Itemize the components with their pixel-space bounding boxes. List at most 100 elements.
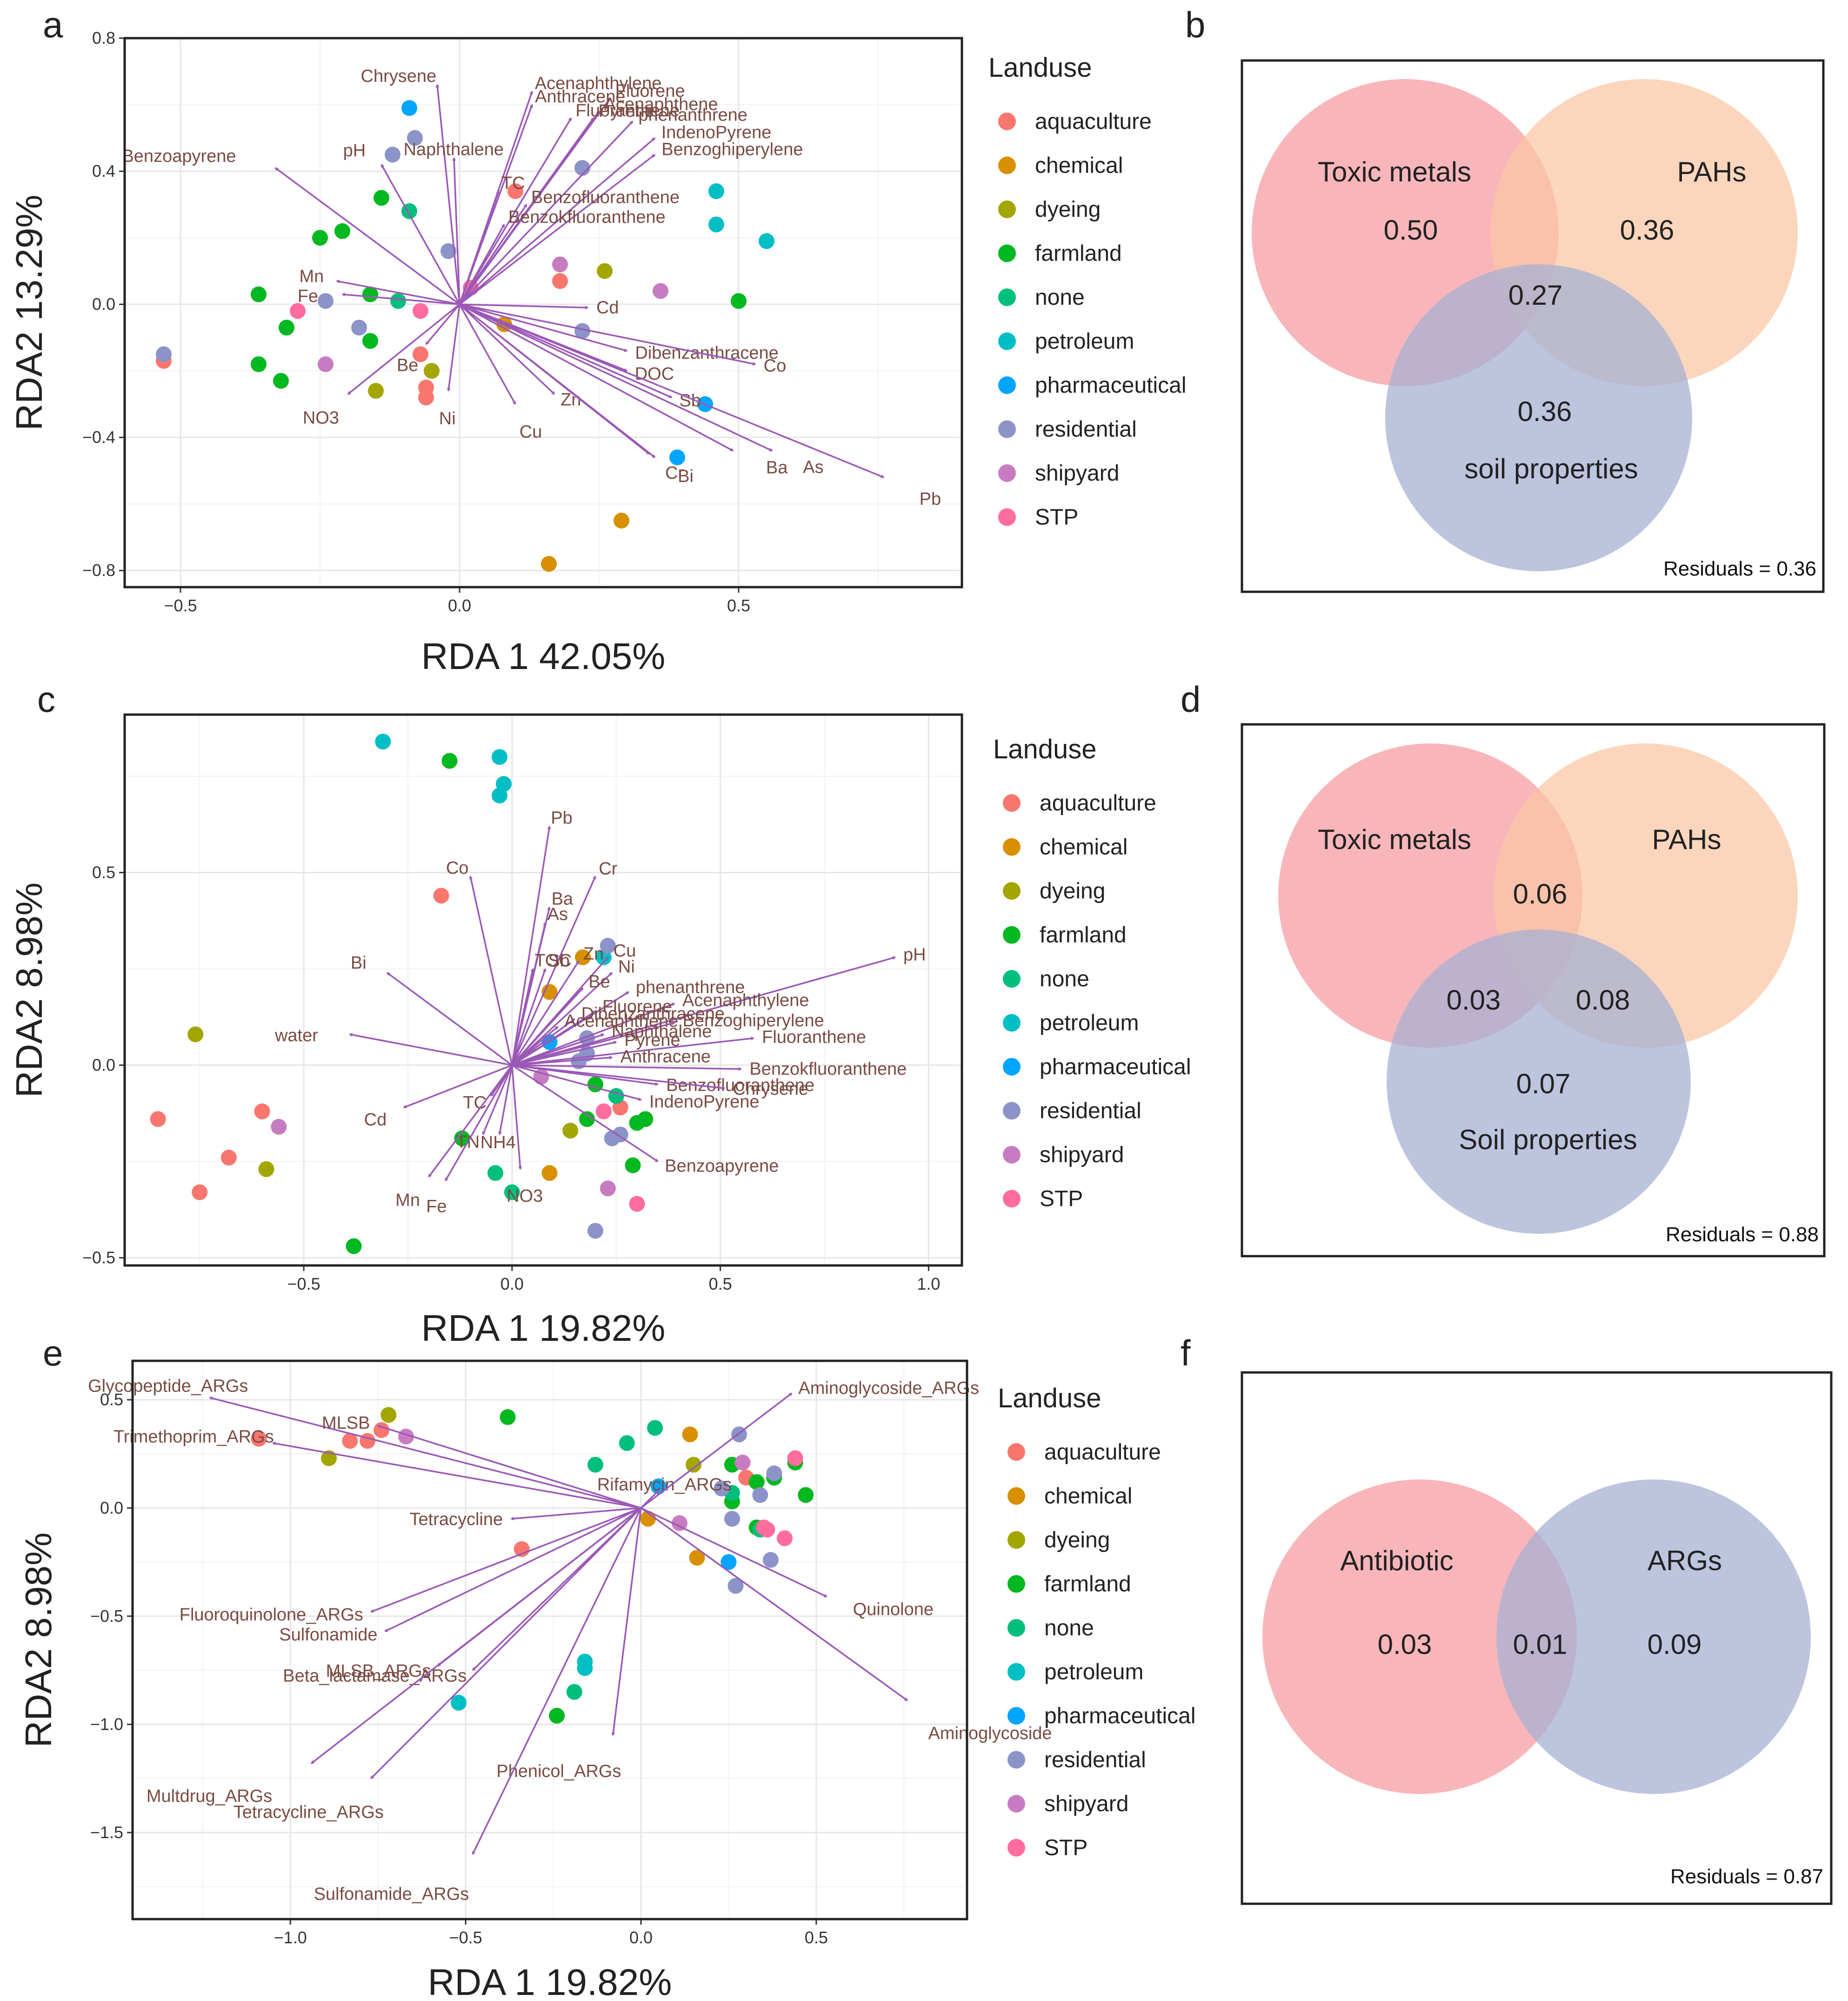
point-none bbox=[566, 1684, 582, 1700]
vector-NO3 bbox=[348, 303, 460, 394]
vector-label-TC: TC bbox=[463, 1093, 487, 1113]
vector-label-Fluoranthene: Fluoranthene bbox=[762, 1028, 866, 1047]
vector-Tetracycline bbox=[511, 1507, 641, 1519]
vector-label-Naphthalene: Naphthalene bbox=[612, 1022, 712, 1041]
point-dyeing bbox=[597, 263, 613, 279]
legend-label-farmland: farmland bbox=[1040, 923, 1127, 948]
vector-label-Cr: Cr bbox=[665, 463, 684, 483]
vector-Aminoglycoside_ARGs bbox=[640, 1392, 792, 1509]
vector-NH4 bbox=[500, 1065, 513, 1134]
point-petroleum bbox=[491, 787, 507, 803]
point-farmland bbox=[279, 320, 294, 336]
point-petroleum bbox=[491, 749, 507, 765]
x-tick-label: 0.0 bbox=[448, 596, 471, 615]
vector-label-Aminoglycoside: Aminoglycoside bbox=[928, 1724, 1052, 1743]
legend-e: Landuse aquaculture chemical dyeing farmland… bbox=[998, 1383, 1196, 1860]
legend-label-chemical: chemical bbox=[1040, 835, 1127, 860]
vector-Aminoglycoside bbox=[640, 1507, 907, 1701]
vector-Pb bbox=[511, 826, 550, 1065]
vector-Fluoranthene bbox=[459, 118, 572, 305]
point-aquaculture bbox=[342, 1433, 358, 1449]
vector-As bbox=[459, 303, 772, 452]
point-residential bbox=[714, 1480, 730, 1497]
vector-Ni bbox=[511, 973, 612, 1066]
legend-key-STP bbox=[1007, 1839, 1025, 1857]
plot-background bbox=[125, 38, 962, 587]
point-shipyard bbox=[552, 256, 568, 273]
vector-label-Cu: Cu bbox=[520, 422, 542, 442]
vector-label-MLSB_ARGs: MLSB_ARGs bbox=[326, 1661, 431, 1681]
vector-label-TOC: TOC bbox=[534, 951, 572, 970]
point-chemical bbox=[541, 555, 557, 572]
venn-b-value-toxic: 0.50 bbox=[1384, 214, 1438, 246]
x-tick-label: 0.5 bbox=[709, 1274, 732, 1293]
legend-label-dyeing: dyeing bbox=[1044, 1528, 1110, 1553]
point-residential bbox=[752, 1487, 768, 1503]
venn-d-circle-soil bbox=[1387, 930, 1691, 1234]
legend-label-shipyard: shipyard bbox=[1040, 1143, 1124, 1167]
vector-label-IndenoPyrene: IndenoPyrene bbox=[649, 1092, 760, 1112]
point-STP bbox=[595, 1103, 612, 1119]
legend-label-chemical: chemical bbox=[1035, 154, 1123, 178]
legend-key-none bbox=[1003, 970, 1021, 988]
vector-label-NO3: NO3 bbox=[507, 1186, 543, 1206]
vector-label-pH: pH bbox=[343, 141, 366, 161]
point-shipyard bbox=[600, 1180, 616, 1197]
vector-label-Zn: Zn bbox=[560, 390, 581, 410]
vector-Bi bbox=[387, 972, 513, 1066]
vector-Pb bbox=[459, 303, 884, 478]
point-shipyard bbox=[734, 1454, 751, 1471]
vector-label-Mn: Mn bbox=[300, 267, 324, 287]
x-axis-title: RDA 1 42.05% bbox=[421, 636, 666, 677]
point-farmland bbox=[441, 753, 458, 769]
vector-pH bbox=[512, 957, 895, 1066]
venn-b-value-pahs: 0.36 bbox=[1620, 214, 1675, 246]
vector-label-Naphthalene: Naphthalene bbox=[404, 140, 504, 159]
legend-label-chemical: chemical bbox=[1044, 1484, 1132, 1509]
vector-label-Dibenzanthracene: Dibenzanthracene bbox=[635, 343, 778, 363]
point-residential bbox=[407, 130, 423, 146]
vector-label-Aminoglycoside_ARGs: Aminoglycoside_ARGs bbox=[798, 1379, 979, 1398]
legend-key-pharmaceutical bbox=[1003, 1058, 1021, 1076]
vector-label-Cr: Cr bbox=[599, 859, 617, 878]
point-farmland bbox=[587, 1076, 603, 1092]
vector-Benzoapyrene bbox=[275, 167, 460, 305]
point-dyeing bbox=[562, 1123, 579, 1139]
point-residential bbox=[156, 346, 172, 362]
point-farmland bbox=[579, 1111, 595, 1127]
venn-d-label-soil: Soil properties bbox=[1459, 1124, 1637, 1155]
venn-d-value-pahs-soil: 0.08 bbox=[1576, 984, 1630, 1016]
legend-key-farmland bbox=[1007, 1575, 1025, 1593]
venn-b-label-pahs: PAHs bbox=[1677, 156, 1747, 187]
point-chemical bbox=[541, 1165, 558, 1181]
point-farmland bbox=[454, 1130, 470, 1146]
vector-label-Chrysene: Chrysene bbox=[733, 1079, 808, 1099]
vector-label-Phenicol_ARGs: Phenicol_ARGs bbox=[496, 1762, 621, 1781]
x-axis-title: RDA 1 19.82% bbox=[421, 1307, 666, 1349]
venn-f-label-args: ARGs bbox=[1648, 1545, 1722, 1576]
point-residential bbox=[385, 147, 400, 163]
venn-d-value-soil: 0.07 bbox=[1516, 1068, 1571, 1099]
point-none bbox=[587, 1457, 603, 1473]
venn-f-value-antibiotic: 0.03 bbox=[1378, 1629, 1432, 1660]
venn-b-circle-soil bbox=[1385, 264, 1692, 571]
vector-label-Cd: Cd bbox=[596, 298, 619, 318]
vector-Co bbox=[459, 303, 755, 364]
rda-plot-e: −1.0 −0.5 0.0 0.5−1.5−1.0−0.50.00.5Glycopep… bbox=[18, 1359, 1052, 2001]
point-dyeing bbox=[380, 1407, 397, 1423]
vector-label-Zn: Zn bbox=[583, 944, 604, 964]
vector-Trimethoprim_ARGs bbox=[273, 1443, 641, 1509]
y-tick-label: −0.5 bbox=[90, 1606, 123, 1626]
venn-f-residuals: Residuals = 0.87 bbox=[1670, 1865, 1823, 1888]
legend-key-farmland bbox=[1003, 926, 1021, 944]
vector-Naphthalene bbox=[454, 158, 460, 305]
vector-label-Fluorene: Fluorene bbox=[615, 81, 685, 101]
venn-f-circle-args bbox=[1496, 1479, 1811, 1794]
legend-title: Landuse bbox=[993, 734, 1097, 764]
vector-Naphthalene bbox=[512, 1034, 604, 1066]
vector-label-phenanthrene: phenanthrene bbox=[636, 978, 745, 997]
point-STP bbox=[777, 1530, 793, 1546]
point-dyeing bbox=[368, 383, 384, 399]
point-none bbox=[608, 1088, 624, 1104]
y-axis-title: RDA2 8.98% bbox=[8, 883, 50, 1098]
